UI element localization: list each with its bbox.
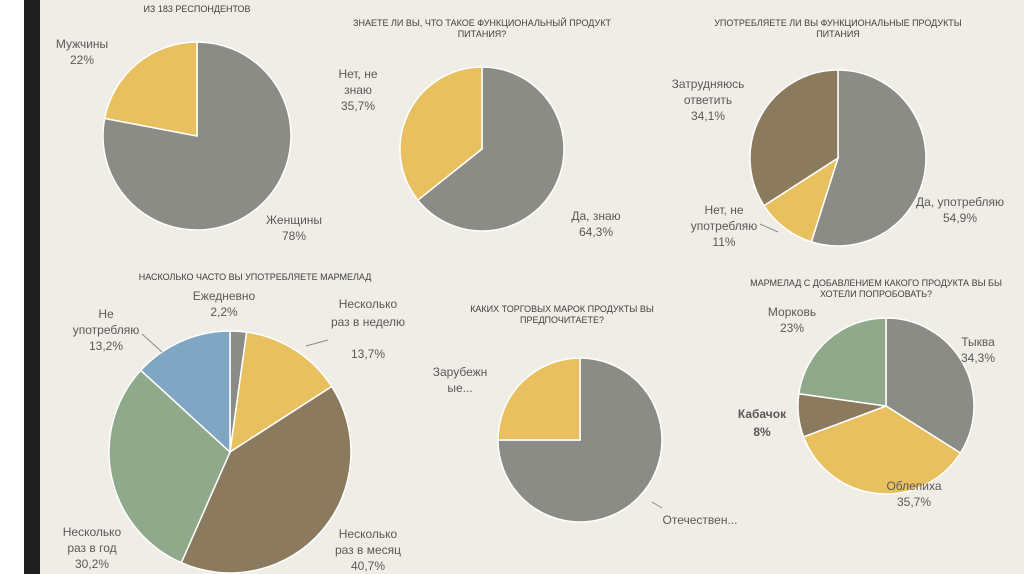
leader-line xyxy=(141,333,163,353)
chart-title: МАРМЕЛАД С ДОБАВЛЕНИЕМ КАКОГО ПРОДУКТА В… xyxy=(750,278,1002,288)
pie-slice xyxy=(108,369,231,564)
slice-name-label: Несколько xyxy=(339,527,398,541)
pie-slice xyxy=(180,385,352,574)
slice-name-label: ответить xyxy=(684,93,732,107)
slice-name-label: Ежедневно xyxy=(193,289,256,303)
slice-name-label: ые... xyxy=(447,381,472,395)
slice-name-label: Тыква xyxy=(961,335,995,349)
slice-name-label: употребляю xyxy=(73,323,139,337)
slice-name-label: Затрудняюсь xyxy=(672,77,745,91)
slice-value-label: 35,7% xyxy=(897,495,931,509)
pie-slice xyxy=(798,317,887,407)
pie-chart-5: КАКИХ ТОРГОВЫХ МАРОК ПРОДУКТЫ ВЫПРЕДПОЧИ… xyxy=(433,304,738,527)
slice-name-label: Нет, не xyxy=(704,203,743,217)
pie-chart-4: НАСКОЛЬКО ЧАСТО ВЫ УПОТРЕБЛЯЕТЕ МАРМЕЛАД… xyxy=(63,272,405,574)
slice-name-label: Облепиха xyxy=(886,479,941,493)
pie-slice xyxy=(139,330,231,454)
slice-name-label: Зарубежн xyxy=(433,365,488,379)
slice-value-label: 40,7% xyxy=(351,559,385,573)
slice-name-label: раз в месяц xyxy=(335,543,401,557)
slice-name-label: Да, знаю xyxy=(571,209,620,223)
slice-name-label: Отечествен... xyxy=(663,513,738,527)
chart-title: НАСКОЛЬКО ЧАСТО ВЫ УПОТРЕБЛЯЕТЕ МАРМЕЛАД xyxy=(139,272,372,282)
slice-name-label: Морковь xyxy=(768,305,816,319)
slice-name-label: раз в год xyxy=(67,541,116,555)
slice-name-label: Несколько xyxy=(339,297,398,311)
slice-value-label: 64,3% xyxy=(579,225,613,239)
slice-name-label: Не xyxy=(98,307,114,321)
slice-name-label: Женщины xyxy=(266,213,322,227)
chart-title: ПИТАНИЯ? xyxy=(458,29,507,39)
pie-chart-1: ИЗ 183 РЕСПОНДЕНТОВ Мужчины 22% Женщины 78% xyxy=(56,4,322,243)
slice-value-label: 8% xyxy=(753,425,771,439)
chart-title: ИЗ 183 РЕСПОНДЕНТОВ xyxy=(143,4,250,14)
pie-slice xyxy=(810,69,927,247)
chart-title: ХОТЕЛИ ПОПРОБОВАТЬ? xyxy=(820,289,932,299)
pie-slice xyxy=(497,357,663,523)
pie-slice xyxy=(749,69,839,207)
slice-value-label: 30,2% xyxy=(75,557,109,571)
slice-name-label: Кабачок xyxy=(738,407,787,421)
slice-name-label: знаю xyxy=(344,83,372,97)
pie-slice xyxy=(497,357,581,441)
pie-slice xyxy=(229,331,333,454)
chart-title: ПИТАНИЯ xyxy=(816,29,860,39)
pie-chart-3: УПОТРЕБЛЯЕТЕ ЛИ ВЫ ФУНКЦИОНАЛЬНЫЕ ПРОДУК… xyxy=(672,18,1004,249)
leader-line xyxy=(305,339,329,347)
slice-name-label: Мужчины xyxy=(56,37,108,51)
left-decor-stripe xyxy=(24,0,40,574)
slice-value-label: 23% xyxy=(780,321,804,335)
leader-line xyxy=(759,223,779,233)
pie-slice xyxy=(416,66,565,232)
leader-line xyxy=(651,501,663,509)
slice-value-label: 34,1% xyxy=(691,109,725,123)
slice-name-label: раз в неделю xyxy=(331,315,405,329)
chart-title: КАКИХ ТОРГОВЫХ МАРОК ПРОДУКТЫ ВЫ xyxy=(470,304,654,314)
slice-name-label: Нет, не xyxy=(338,67,377,81)
slice-name-label: Да, употребляю xyxy=(916,195,1004,209)
slice-value-label: 78% xyxy=(282,229,306,243)
pie-slice xyxy=(102,41,292,231)
slice-name-label: употребляю xyxy=(691,219,757,233)
pie-slice xyxy=(399,66,483,202)
chart-title: ЗНАЕТЕ ЛИ ВЫ, ЧТО ТАКОЕ ФУНКЦИОНАЛЬНЫЙ П… xyxy=(353,17,611,28)
slice-value-label: 54,9% xyxy=(943,211,977,225)
pie-chart-2: ЗНАЕТЕ ЛИ ВЫ, ЧТО ТАКОЕ ФУНКЦИОНАЛЬНЫЙ П… xyxy=(338,17,620,239)
pie-chart-6: МАРМЕЛАД С ДОБАВЛЕНИЕМ КАКОГО ПРОДУКТА В… xyxy=(738,278,1002,509)
slice-value-label: 22% xyxy=(70,53,94,67)
slice-value-label: 34,3% xyxy=(961,351,995,365)
slice-value-label: 13,7% xyxy=(351,347,385,361)
slice-value-label: 13,2% xyxy=(89,339,123,353)
pie-slice xyxy=(802,405,962,495)
chart-title: УПОТРЕБЛЯЕТЕ ЛИ ВЫ ФУНКЦИОНАЛЬНЫЕ ПРОДУК… xyxy=(714,18,962,28)
pie-slice xyxy=(103,41,198,137)
slice-value-label: 11% xyxy=(712,235,735,249)
slice-name-label: Несколько xyxy=(63,525,122,539)
chart-title: ПРЕДПОЧИТАЕТЕ? xyxy=(520,315,604,325)
slice-value-label: 2,2% xyxy=(210,305,238,319)
slice-value-label: 35,7% xyxy=(341,99,375,113)
